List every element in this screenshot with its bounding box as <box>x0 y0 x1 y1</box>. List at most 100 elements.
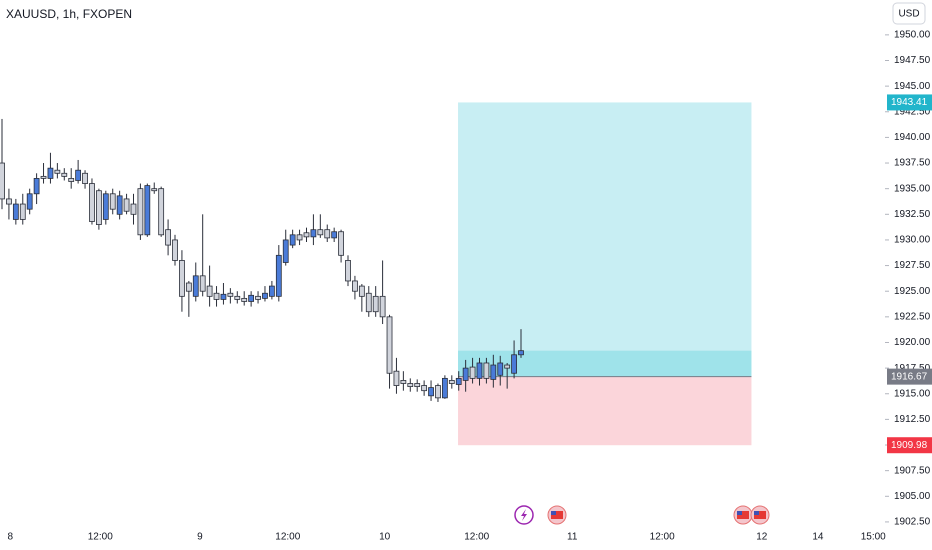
candle-body <box>89 183 95 222</box>
y-tick-label: 1915.00 <box>894 388 931 399</box>
candle-body <box>511 354 517 374</box>
candle-body <box>455 377 462 385</box>
candle-body <box>68 178 75 182</box>
candle-body <box>400 380 407 384</box>
price-label-bg <box>887 94 932 111</box>
candle-body <box>248 294 255 302</box>
candle-body <box>234 295 241 300</box>
x-tick-label: 12 <box>756 532 768 543</box>
candle-body <box>185 282 192 292</box>
x-tick-label: 8 <box>8 532 14 543</box>
y-tick-label: 1920.00 <box>894 337 931 348</box>
candle-body <box>158 188 165 236</box>
candle-body <box>352 280 358 292</box>
candle-body <box>26 193 33 210</box>
price-label: 1943.41 <box>891 97 928 108</box>
candle-body <box>179 260 185 297</box>
candle-body <box>490 364 497 380</box>
candle-body <box>33 178 40 195</box>
candle-body <box>504 364 511 369</box>
price-label-bg <box>887 368 932 385</box>
candle-body <box>241 297 248 302</box>
candle-body <box>296 234 303 241</box>
candle-body <box>469 366 476 379</box>
y-tick-label: 1940.00 <box>894 132 931 143</box>
candle-body <box>358 285 365 297</box>
candle-body <box>144 185 151 236</box>
candle-body <box>227 292 234 297</box>
candle-body <box>282 239 289 263</box>
candle-body <box>338 231 344 256</box>
x-tick-label: 12:00 <box>275 532 300 543</box>
candle-body <box>435 385 441 399</box>
candle-body <box>372 295 379 313</box>
price-label: 1909.98 <box>891 440 928 451</box>
price-label: 1916.67 <box>891 371 928 382</box>
y-tick-label: 1925.00 <box>894 286 931 297</box>
candle-body <box>172 239 178 261</box>
y-tick-label: 1902.50 <box>894 517 931 528</box>
candle-body <box>476 362 483 379</box>
candle-body <box>448 380 455 384</box>
flag-icon[interactable] <box>750 505 770 525</box>
candle-body <box>95 190 102 225</box>
y-tick-label: 1932.50 <box>894 209 931 220</box>
candle-body <box>331 231 338 239</box>
candle-body <box>262 292 268 299</box>
candle-body <box>40 175 47 179</box>
candle-body <box>255 295 261 300</box>
lightning <box>521 509 527 521</box>
y-tick-label: 1945.00 <box>894 81 931 92</box>
candle-body <box>199 275 206 292</box>
chart-title: XAUUSD, 1h, FXOPEN <box>6 7 132 21</box>
x-tick-label: 10 <box>379 532 391 543</box>
candle-body <box>61 172 68 177</box>
flag-icon[interactable] <box>733 505 753 525</box>
y-tick-label: 1930.00 <box>894 235 931 246</box>
y-tick-label: 1937.50 <box>894 158 931 169</box>
candle-body <box>386 316 393 374</box>
candle-body <box>518 350 524 356</box>
currency-label: USD <box>898 9 919 20</box>
candle-body <box>137 188 144 236</box>
candle-body <box>75 169 82 181</box>
candle-body <box>268 285 275 297</box>
candle-body <box>6 198 12 205</box>
candle-body <box>310 229 317 238</box>
x-tick-label: 14 <box>812 532 824 543</box>
flag-icon[interactable] <box>547 505 567 525</box>
candle-body <box>47 167 54 179</box>
candle-body <box>414 383 421 387</box>
price-label-bg <box>887 437 932 454</box>
y-tick-label: 1947.50 <box>894 55 931 66</box>
candle-body <box>497 362 504 376</box>
candle-body <box>407 383 414 387</box>
time-axis-bg <box>0 527 932 550</box>
candle-body <box>192 275 199 297</box>
candle-body <box>165 229 171 246</box>
candle-body <box>82 172 88 184</box>
x-tick-label: 9 <box>197 532 203 543</box>
y-tick-label: 1927.50 <box>894 260 931 271</box>
y-tick-label: 1922.50 <box>894 311 931 322</box>
y-tick-label: 1950.00 <box>894 30 931 41</box>
candle-body <box>303 232 310 238</box>
x-tick-label: 15:00 <box>861 532 886 543</box>
y-tick-label: 1905.00 <box>894 491 931 502</box>
candle-body <box>130 203 137 215</box>
currency-button[interactable] <box>892 2 926 25</box>
candle-body <box>393 370 400 386</box>
x-tick-label: 12:00 <box>650 532 675 543</box>
candle-body <box>123 198 130 212</box>
x-tick-label: 11 <box>567 532 578 543</box>
event-icons <box>514 505 770 525</box>
x-tick-label: 12:00 <box>464 532 489 543</box>
y-tick-label: 1907.50 <box>894 465 931 476</box>
candle-body <box>462 367 469 381</box>
y-tick-label: 1912.50 <box>894 414 931 425</box>
candle-body <box>109 193 116 210</box>
candle-body <box>428 387 434 397</box>
candle-body <box>317 229 324 236</box>
